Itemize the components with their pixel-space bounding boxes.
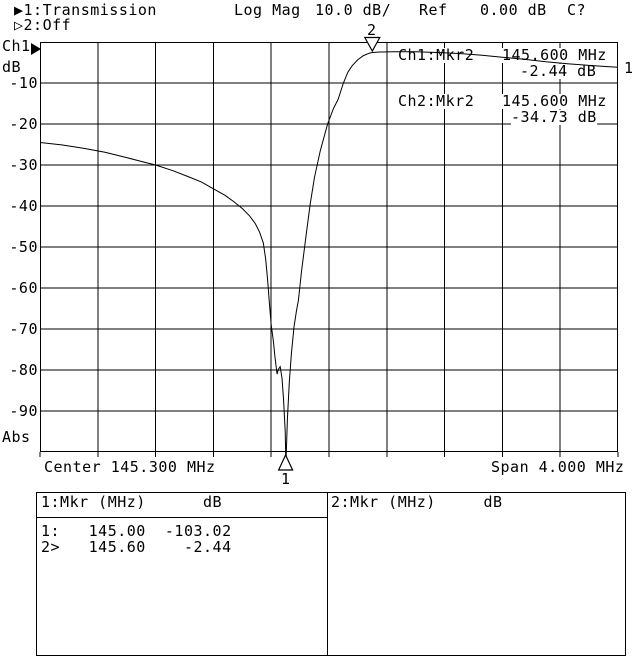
ch1-status-label: ▶1:Transmission xyxy=(14,1,157,19)
marker-table-divider xyxy=(327,493,328,655)
y-tick--50: -50 xyxy=(9,238,38,256)
center-frequency-label: Center 145.300 MHz xyxy=(44,458,216,476)
marker-table-left-header: 1:Mkr (MHz) dB xyxy=(41,493,223,511)
format-label: Log Mag xyxy=(234,1,301,19)
readout-ch1-value: -2.44 dB xyxy=(520,62,597,80)
y-tick--70: -70 xyxy=(9,320,38,338)
readout-ch2-value: -34.73 dB xyxy=(511,108,597,126)
y-tick--90: -90 xyxy=(9,402,38,420)
y-tick--80: -80 xyxy=(9,361,38,379)
readout-ch2-label: Ch2:Mkr2 xyxy=(398,92,475,110)
trace-ch1 xyxy=(40,51,618,465)
scale-label: 10.0 dB/ xyxy=(315,1,392,19)
marker-table: 1:Mkr (MHz) dB 2:Mkr (MHz) dB 1: 145.00 … xyxy=(36,492,626,656)
y-tick--20: -20 xyxy=(9,115,38,133)
marker-table-row-2: 2> 145.60 -2.44 xyxy=(41,538,232,556)
cal-status-label: C? xyxy=(567,1,587,19)
marker1-number-label: 1 xyxy=(281,470,291,488)
span-frequency-label: Span 4.000 MHz xyxy=(491,458,625,476)
marker-table-row-1: 1: 145.00 -103.02 xyxy=(41,522,232,540)
marker-table-header-separator xyxy=(37,517,327,518)
marker2-number-label: 2 xyxy=(367,21,377,39)
channel-label: Ch1 xyxy=(2,37,31,55)
y-tick--40: -40 xyxy=(9,197,38,215)
y-unit-label: dB xyxy=(2,58,22,76)
y-tick--10: -10 xyxy=(9,74,38,92)
y-tick--30: -30 xyxy=(9,156,38,174)
trace-indicator-1: 1 xyxy=(624,59,634,77)
marker-table-right-header: 2:Mkr (MHz) dB xyxy=(331,493,503,511)
y-tick--60: -60 xyxy=(9,279,38,297)
readout-ch2-freq: 145.600 MHz xyxy=(502,92,607,110)
ref-value: 0.00 dB xyxy=(480,1,547,19)
ch2-status-label: ▷2:Off xyxy=(14,16,72,34)
ref-label: Ref xyxy=(419,1,448,19)
y-bottom-label: Abs xyxy=(2,428,31,446)
